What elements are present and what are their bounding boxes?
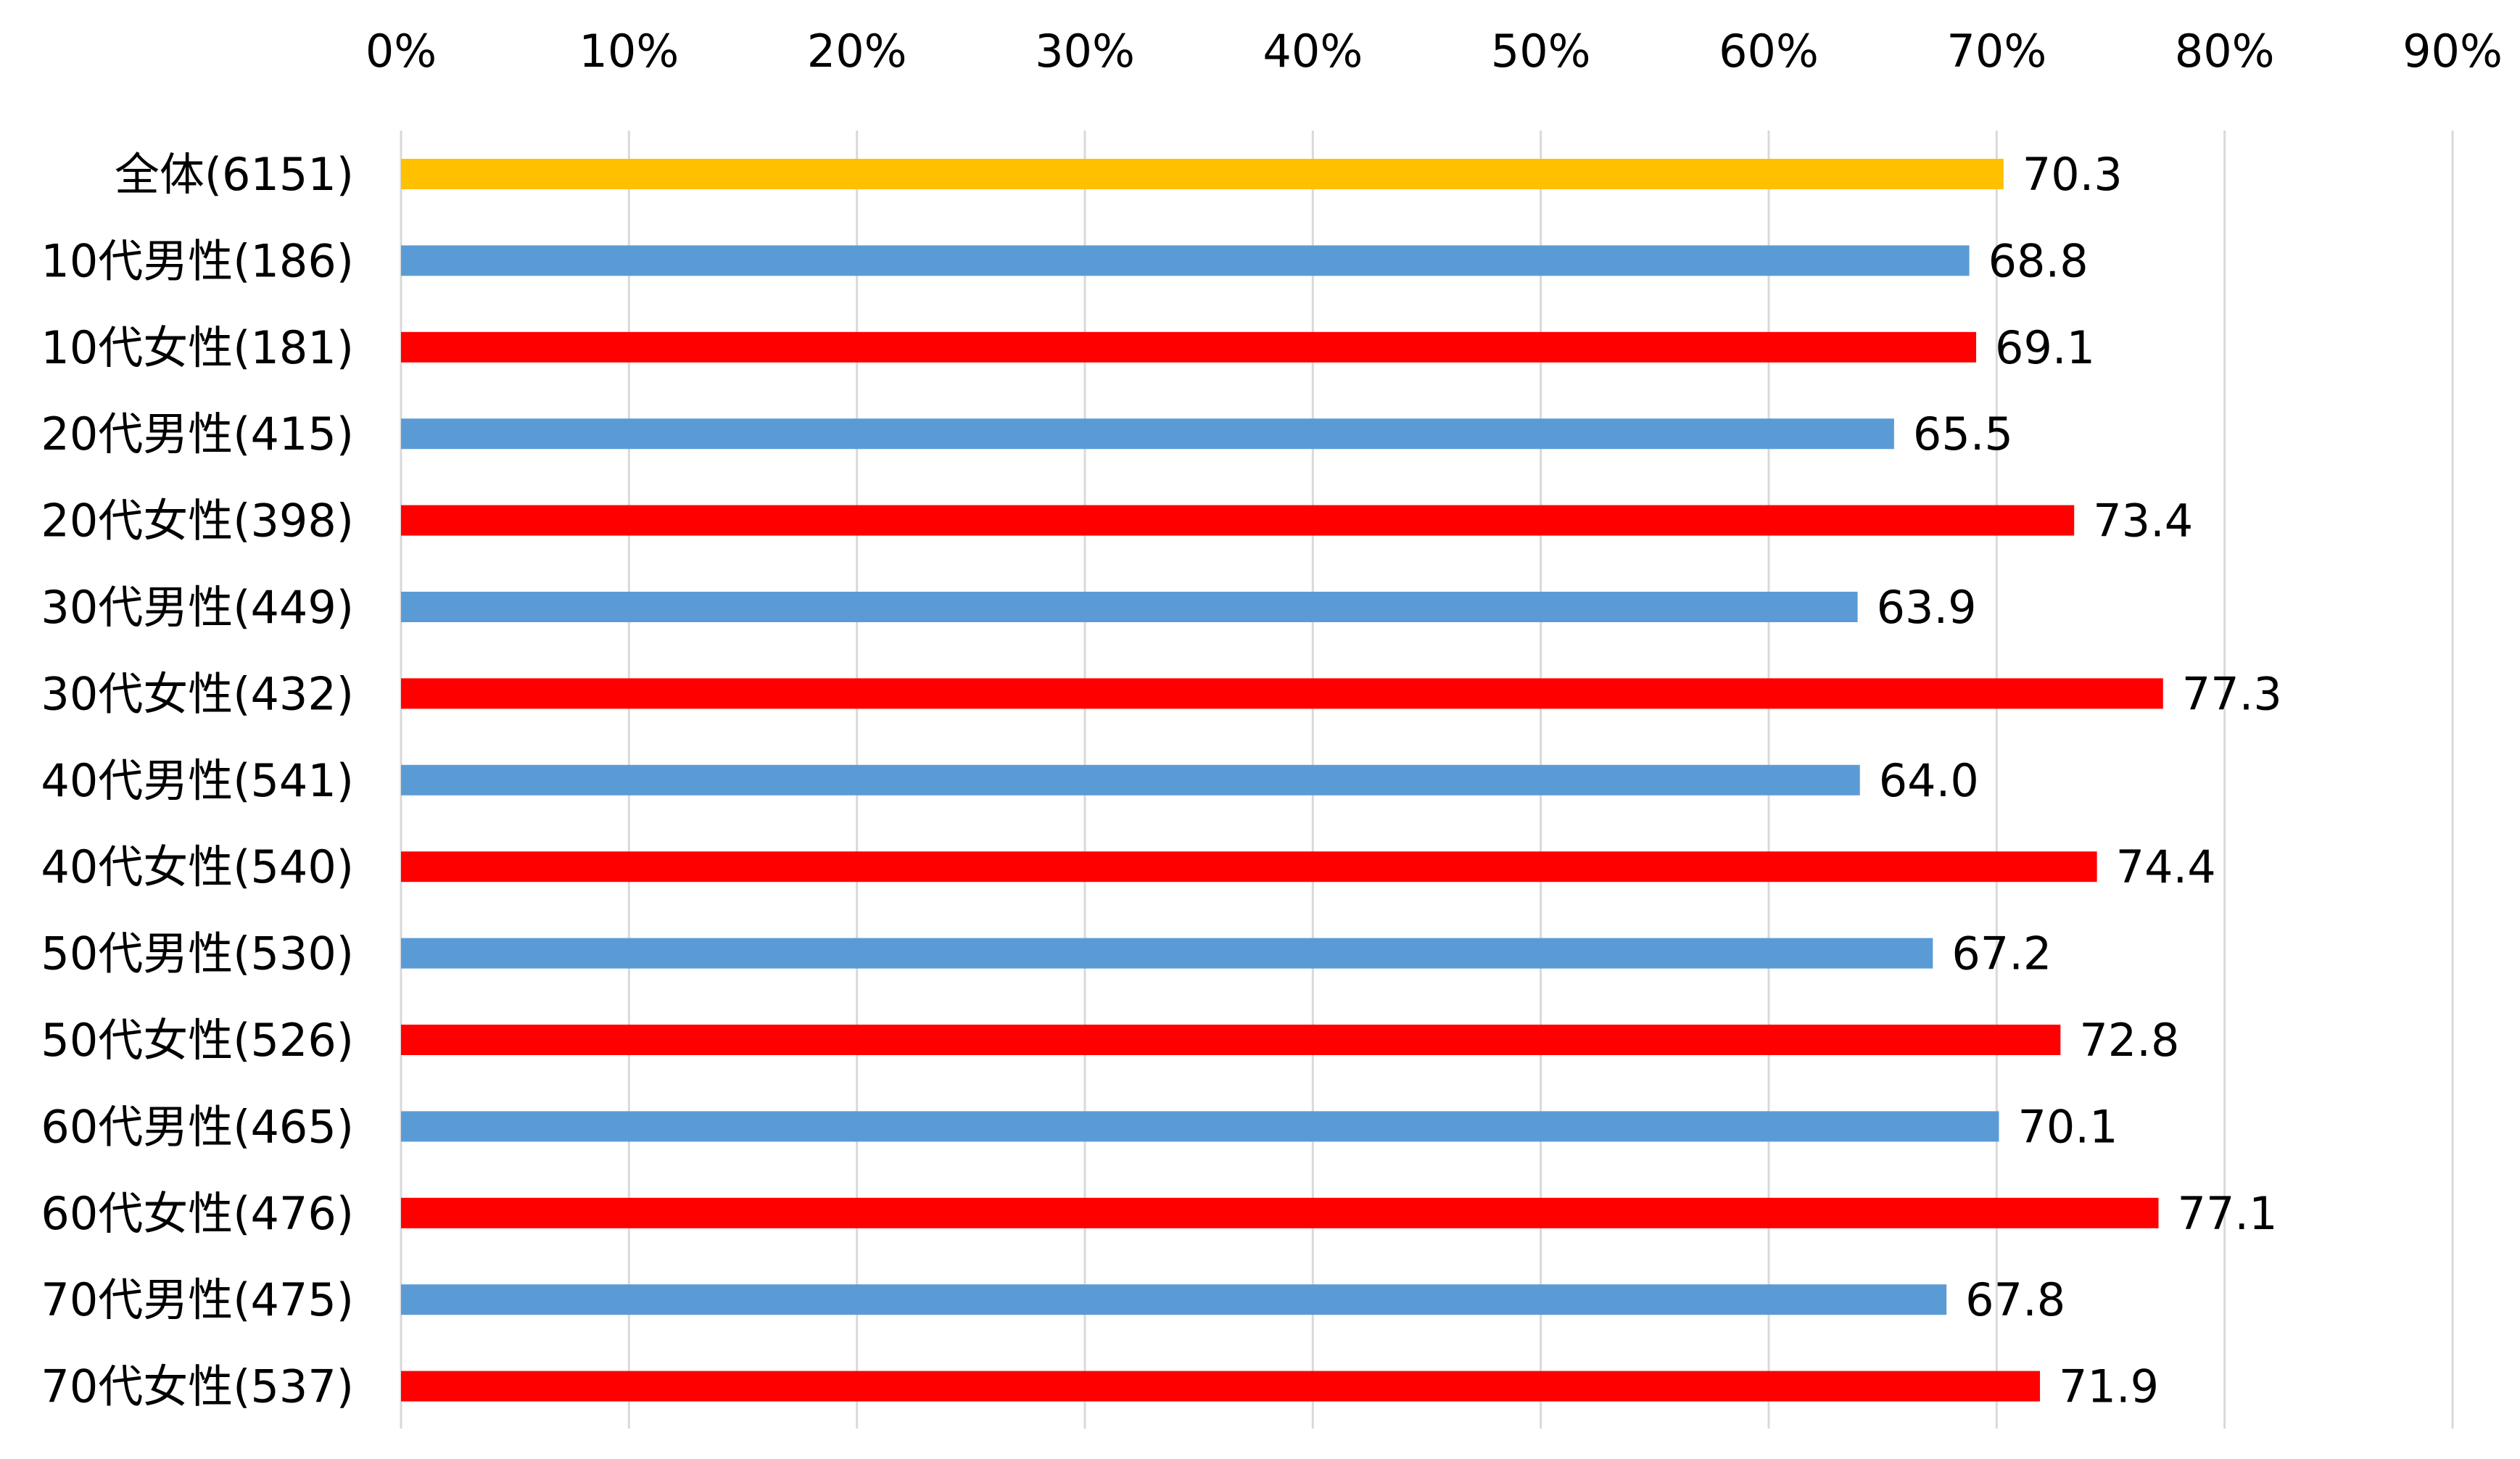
x-tick-label-3: 30%: [1035, 25, 1135, 78]
category-label-9: 50代男性(530): [41, 927, 354, 980]
data-label-11: 70.1: [2017, 1100, 2118, 1153]
data-label-10: 72.8: [2079, 1014, 2179, 1067]
x-tick-label-4: 40%: [1263, 25, 1363, 78]
bar-14: [401, 1371, 2041, 1402]
x-tick-label-7: 70%: [1946, 25, 2046, 78]
x-tick-label-6: 60%: [1719, 25, 1819, 78]
category-label-8: 40代女性(540): [41, 840, 354, 893]
category-label-4: 20代女性(398): [41, 495, 354, 547]
x-tick-label-0: 0%: [365, 25, 437, 78]
data-label-14: 71.9: [2059, 1360, 2159, 1413]
bar-7: [401, 764, 1860, 795]
data-label-13: 67.8: [1965, 1273, 2065, 1326]
data-label-8: 74.4: [2116, 840, 2216, 893]
x-tick-label-9: 90%: [2403, 25, 2503, 78]
x-tick-label-2: 20%: [807, 25, 907, 78]
x-tick-label-5: 50%: [1491, 25, 1591, 78]
bar-4: [401, 505, 2075, 536]
category-label-3: 20代男性(415): [41, 408, 354, 460]
bar-13: [401, 1284, 1947, 1315]
category-label-0: 全体(6151): [115, 148, 354, 201]
bars: [401, 159, 2163, 1402]
data-label-4: 73.4: [2093, 495, 2193, 547]
category-label-5: 30代男性(449): [41, 581, 354, 634]
category-label-2: 10代女性(181): [41, 321, 354, 374]
category-label-11: 60代男性(465): [41, 1100, 354, 1153]
bar-10: [401, 1025, 2061, 1055]
category-label-7: 40代男性(541): [41, 754, 354, 807]
category-label-10: 50代女性(526): [41, 1014, 354, 1067]
data-label-9: 67.2: [1951, 927, 2052, 980]
bar-1: [401, 245, 1970, 276]
data-label-2: 69.1: [1995, 321, 2095, 374]
data-label-12: 77.1: [2178, 1187, 2278, 1240]
data-label-1: 68.8: [1988, 234, 2089, 287]
x-tick-label-1: 10%: [579, 25, 679, 78]
category-label-1: 10代男性(186): [41, 234, 354, 287]
category-label-12: 60代女性(476): [41, 1187, 354, 1240]
category-label-6: 30代女性(432): [41, 667, 354, 720]
data-label-3: 65.5: [1913, 408, 2013, 460]
bar-12: [401, 1197, 2159, 1228]
category-label-13: 70代男性(475): [41, 1273, 354, 1326]
bar-8: [401, 851, 2097, 883]
data-label-0: 70.3: [2023, 148, 2123, 201]
bar-11: [401, 1111, 1999, 1142]
data-label-7: 64.0: [1879, 754, 1979, 807]
bar-3: [401, 418, 1894, 450]
bar-9: [401, 938, 1933, 969]
category-labels: 全体(6151) 10代男性(186) 10代女性(181) 20代男性(415) 20…: [41, 148, 354, 1413]
data-label-6: 77.3: [2182, 667, 2282, 720]
data-labels: 70.3 68.8 69.1 65.5 73.4 63.9 77.3 64.0 74.4 67.2…: [1877, 148, 2282, 1413]
x-axis-ticks: 0% 10% 20% 30% 40% 50% 60% 70% 80% 90%: [365, 25, 2503, 78]
x-tick-label-8: 80%: [2175, 25, 2275, 78]
bar-6: [401, 678, 2163, 709]
bar-2: [401, 331, 1977, 363]
bar-5: [401, 592, 1858, 622]
category-label-14: 70代女性(537): [41, 1360, 354, 1413]
data-label-5: 63.9: [1877, 581, 1977, 634]
bar-0: [401, 159, 2004, 189]
